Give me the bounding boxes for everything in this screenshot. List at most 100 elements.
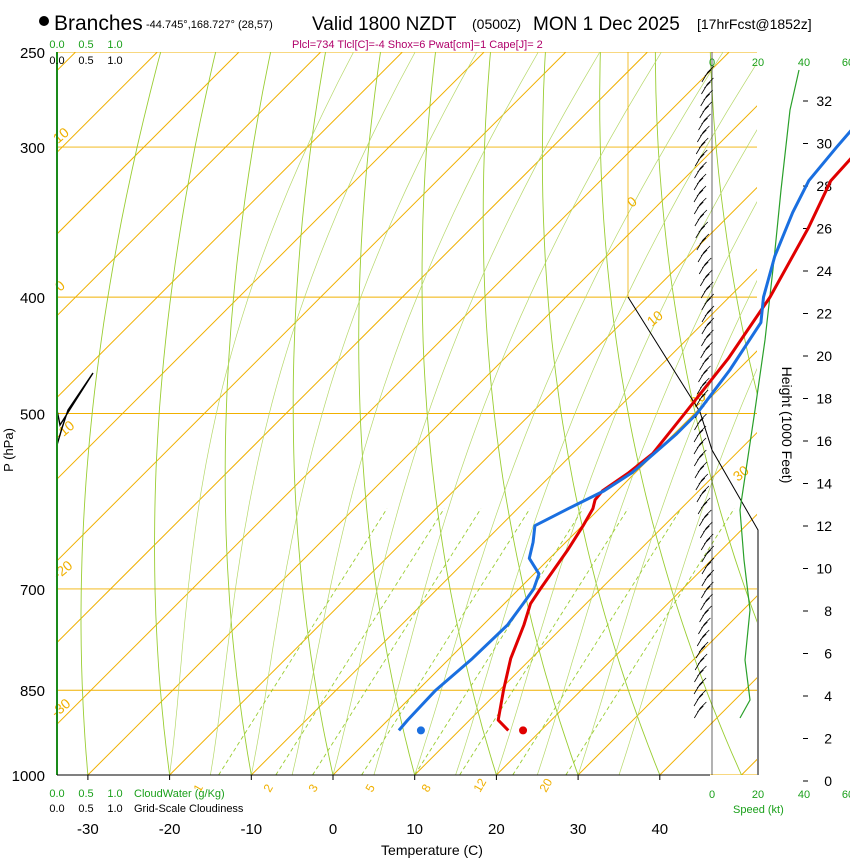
pressure-tick-label: 300 — [20, 140, 45, 157]
isotherm-line — [57, 52, 485, 480]
temp-tick-label: 0 — [329, 821, 337, 838]
temp-tick-label: -30 — [77, 821, 99, 838]
isotherm-line — [57, 52, 240, 235]
dry-adiabat — [358, 52, 416, 775]
mixing-ratio-line — [275, 508, 445, 775]
isotherm-label: 10 — [50, 124, 72, 146]
wind-barb — [698, 365, 711, 383]
wind-barb — [694, 665, 707, 683]
height-tick-label: 14 — [816, 476, 832, 492]
wind-barb — [698, 257, 712, 275]
temp-tick-label: 30 — [570, 821, 587, 838]
wind-barb — [700, 89, 713, 107]
cloudiness-tick-top: 0.0 — [49, 55, 64, 67]
height-tick-label: 8 — [824, 603, 832, 619]
wind-barb — [693, 677, 707, 695]
mixing-ratio-line — [312, 508, 482, 775]
pressure-tick-label: 1000 — [12, 768, 45, 785]
grid-layer — [57, 52, 757, 775]
wind-barb — [701, 77, 714, 95]
height-tick-label: 10 — [816, 561, 832, 577]
isotherm-label: -30 — [48, 695, 74, 720]
wind-barb — [696, 629, 710, 647]
x-axis-title: Temperature (C) — [381, 842, 483, 858]
isotherm-label: 30 — [730, 462, 752, 484]
height-tick-label: 0 — [824, 773, 832, 789]
cloudwater-label: CloudWater (g/Kg) — [134, 788, 225, 800]
wind-barb — [697, 245, 711, 263]
isotherm-line — [57, 52, 403, 399]
height-tick-label: 6 — [824, 646, 832, 662]
wind-barb — [693, 449, 707, 467]
dry-adiabat — [292, 52, 334, 775]
isotherm-line — [332, 350, 757, 775]
pressure-tick-label: 400 — [20, 290, 45, 307]
dry-adiabat — [421, 52, 497, 775]
cloudiness-tick-bottom: 0.5 — [78, 803, 93, 815]
wind-barb — [698, 509, 712, 527]
dry-adiabat — [224, 52, 272, 775]
height-tick-label: 22 — [816, 306, 832, 322]
isotherm-line — [57, 52, 322, 317]
height-tick-label: 28 — [816, 178, 832, 194]
moist-adiabat — [496, 129, 757, 775]
isotherm-line — [57, 52, 567, 562]
wind-barb — [697, 497, 711, 515]
valid-time: Valid 1800 NZDT — [312, 14, 457, 35]
height-tick-label: 24 — [816, 263, 832, 279]
temp-tick-label: 20 — [488, 821, 505, 838]
wind-barb — [700, 593, 713, 611]
mixing-ratio-label: 20 — [536, 776, 555, 795]
mixing-ratio-line — [218, 508, 388, 775]
wind-barb — [700, 341, 713, 359]
wind-barb — [698, 113, 711, 131]
dry-adiabat — [599, 52, 743, 775]
mixing-ratio-label: 12 — [470, 776, 489, 795]
wind-barb — [695, 221, 709, 239]
forecast-info: [17hrFcst@1852z] — [697, 16, 812, 32]
moist-adiabat — [210, 52, 416, 775]
wind-barb — [701, 581, 714, 599]
temp-tick-label: -20 — [159, 821, 181, 838]
mixing-ratio-label: 2 — [260, 781, 276, 794]
height-tick-label: 2 — [824, 731, 832, 747]
wind-barb — [698, 617, 711, 635]
cloudiness-tick-top: 1.0 — [107, 55, 122, 67]
speed-tick-top: 40 — [798, 57, 810, 69]
dewpoint-surface-marker — [416, 726, 425, 735]
moist-adiabat — [250, 52, 478, 775]
location-coords: -44.745°,168.727° (28,57) — [146, 19, 273, 31]
height-tick-label: 12 — [816, 518, 832, 534]
temperature-surface-marker — [519, 726, 528, 735]
wind-barb — [694, 701, 707, 719]
speed-tick-bottom: 60 — [842, 789, 850, 801]
cloudiness-tick-bottom: 0.0 — [49, 803, 64, 815]
pressure-tick-label: 850 — [20, 683, 45, 700]
mixing-ratio-line — [414, 508, 584, 775]
series-layer — [56, 129, 850, 775]
sounding-params: Plcl=734 Tlcl[C]=-4 Shox=6 Pwat[cm]=1 Ca… — [292, 39, 543, 51]
cloudiness-profile — [56, 180, 94, 775]
wind-barb — [695, 473, 709, 491]
wind-barb — [699, 269, 713, 287]
mixing-ratio-line — [512, 508, 682, 775]
speed-tick-bottom: 0 — [709, 789, 715, 801]
wind-barb — [694, 161, 707, 179]
moist-adiabat — [414, 52, 724, 775]
temperature-line — [496, 157, 850, 732]
dry-adiabat — [654, 52, 757, 623]
wind-barb — [696, 485, 710, 503]
cloudwater-tick-bottom: 0.0 — [49, 788, 64, 800]
isotherm-line — [87, 105, 757, 775]
isotherm-line — [169, 186, 757, 775]
wind-barb — [699, 353, 712, 371]
cloudwater-tick-top: 0.5 — [78, 39, 93, 51]
moist-adiabat — [577, 279, 757, 775]
wind-barb — [701, 305, 715, 323]
wind-barb — [693, 689, 707, 707]
wind-barb — [693, 197, 707, 215]
speed-tick-bottom: 20 — [752, 789, 764, 801]
mixing-ratio-label: 5 — [362, 781, 378, 794]
dry-adiabat — [154, 52, 217, 775]
